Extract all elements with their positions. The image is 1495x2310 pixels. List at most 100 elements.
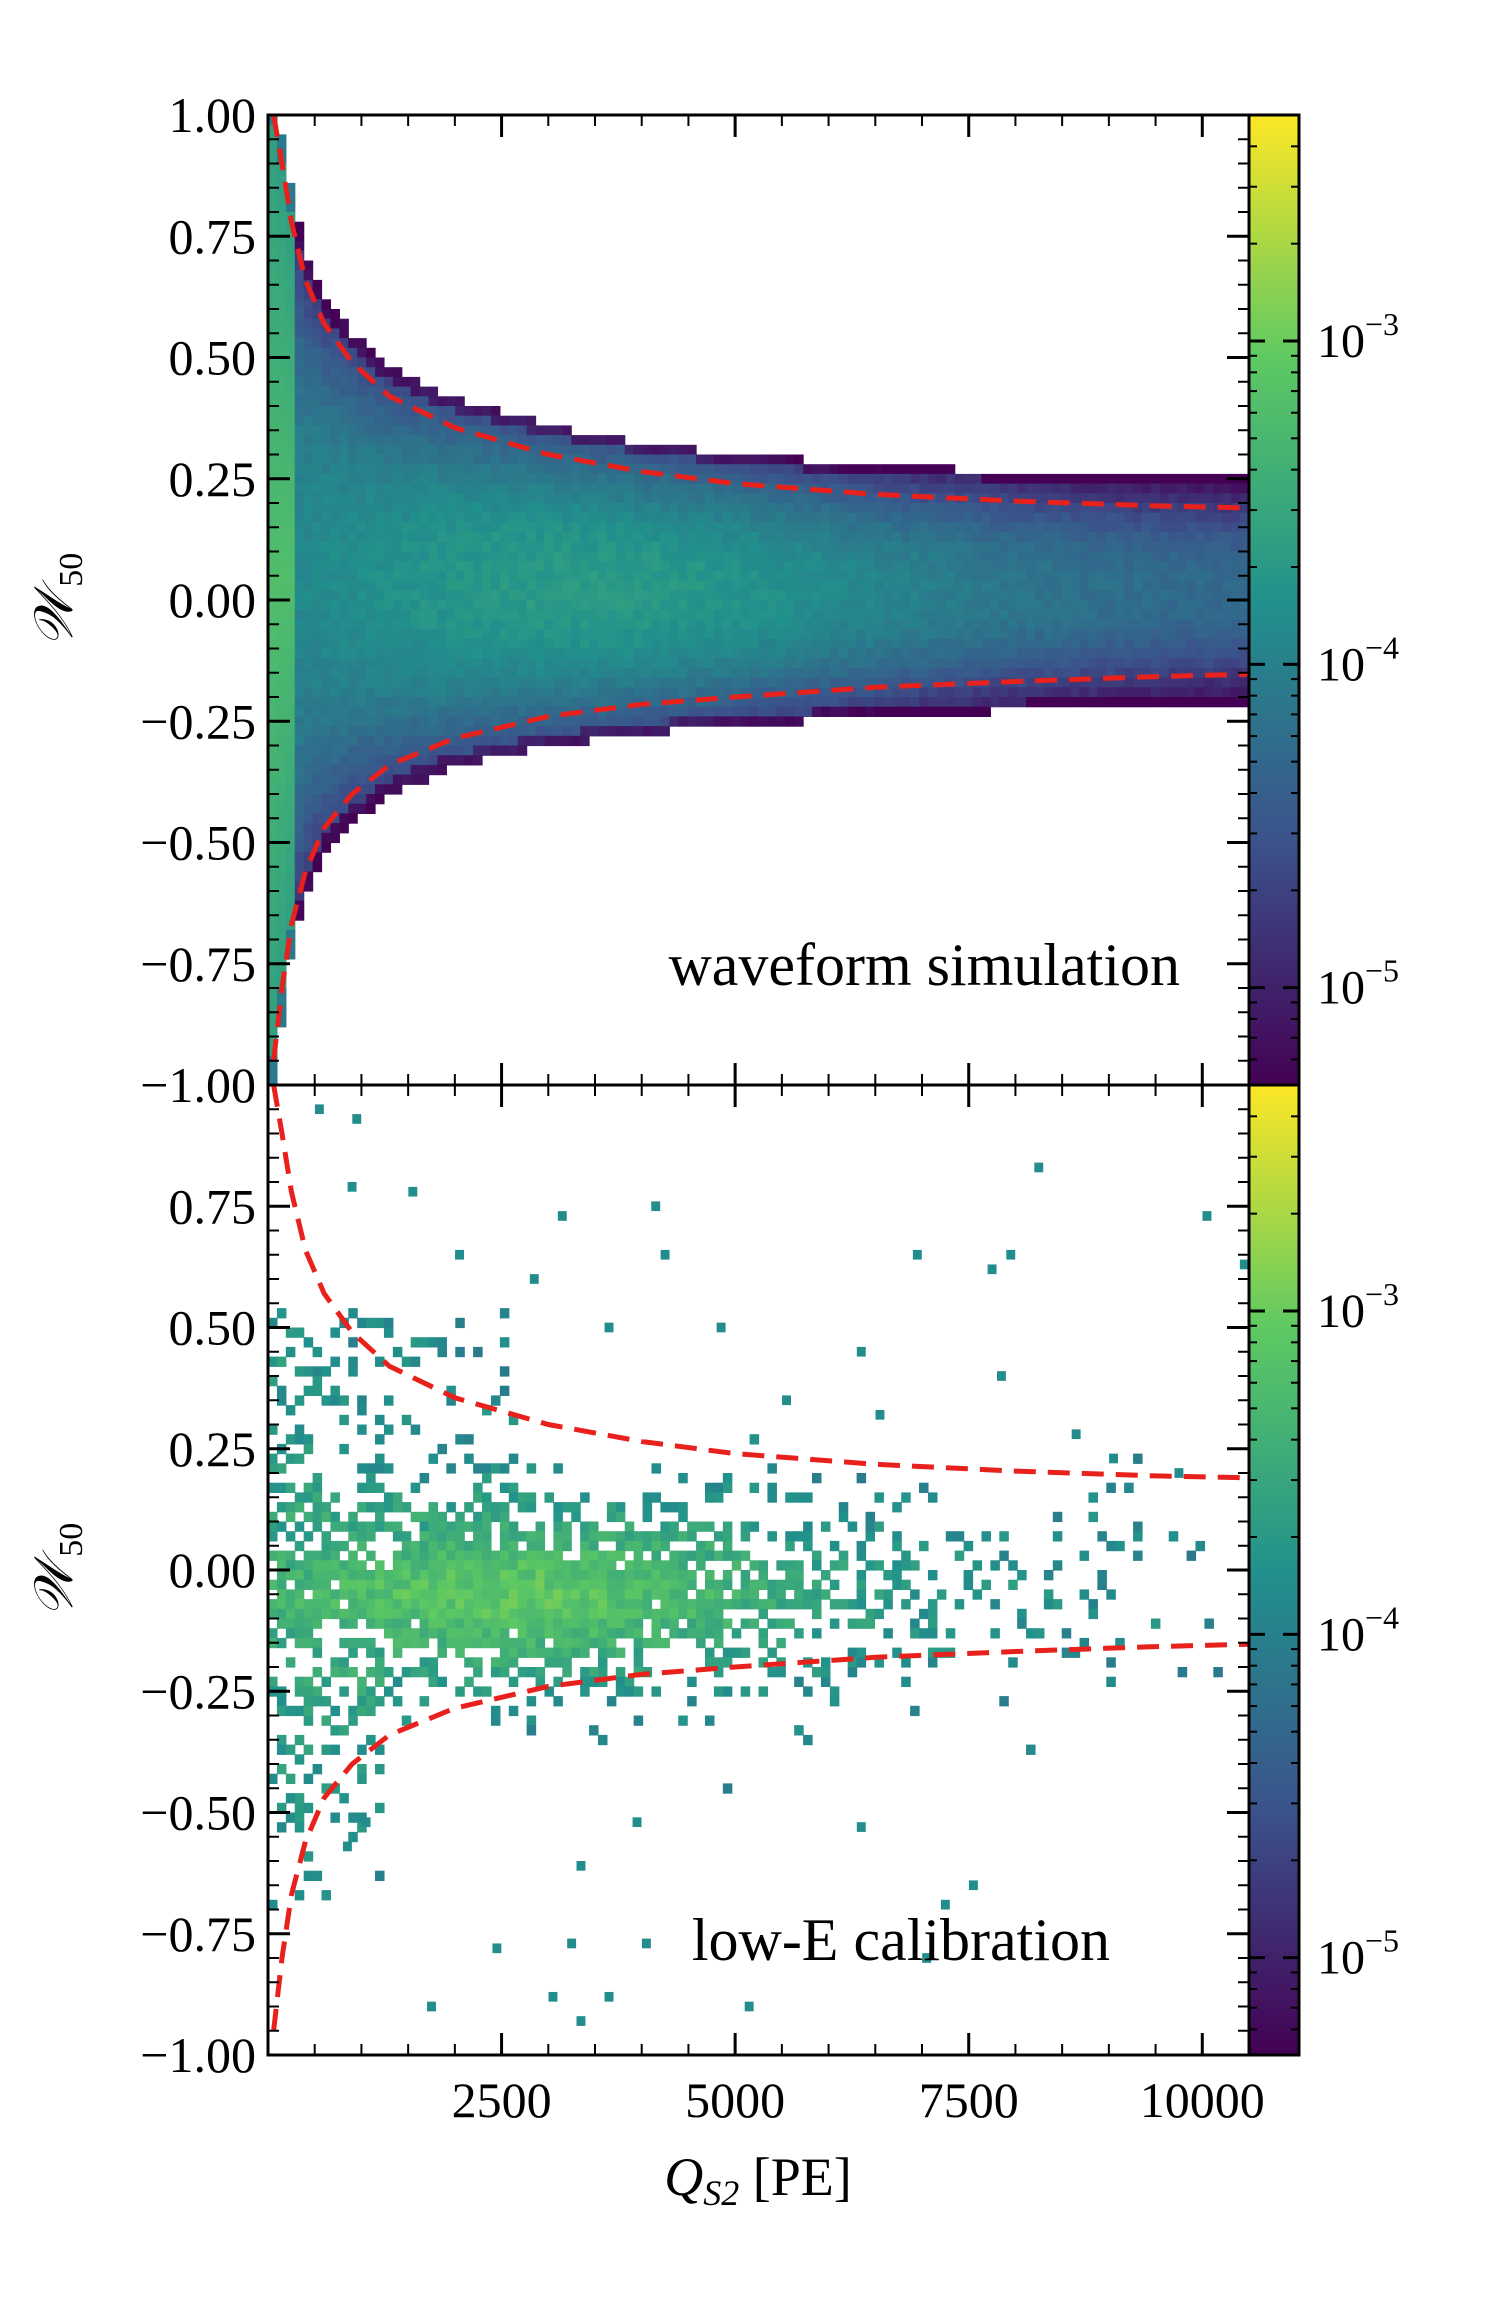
bottom-heat-cell xyxy=(401,1618,412,1629)
top-heat-cell xyxy=(901,697,911,708)
top-heat-cell xyxy=(936,697,947,708)
bottom-heat-cell xyxy=(268,1356,278,1367)
top-heat-cell xyxy=(847,629,858,640)
top-heat-cell xyxy=(1195,658,1206,669)
top-heat-cell xyxy=(910,658,920,669)
top-heat-cell xyxy=(446,541,456,553)
bottom-heat-cell xyxy=(749,1482,760,1493)
top-heat-cell xyxy=(348,532,358,543)
bottom-heat-cell xyxy=(392,1696,403,1707)
top-heat-cell xyxy=(366,396,376,407)
bottom-heat-cell xyxy=(927,1599,938,1610)
top-heat-cell xyxy=(517,570,528,582)
top-heat-cell xyxy=(499,493,510,504)
bottom-heat-cell xyxy=(678,1599,688,1610)
bottom-heat-cell xyxy=(624,1608,635,1620)
top-heat-cell xyxy=(268,241,278,252)
bottom-heat-cell xyxy=(713,1599,724,1610)
top-heat-cell xyxy=(410,580,421,591)
top-heat-cell xyxy=(348,425,358,436)
top-heat-cell xyxy=(1240,541,1249,553)
bottom-heat-cell xyxy=(954,1531,965,1542)
top-heat-cell xyxy=(722,716,733,727)
top-heat-cell xyxy=(553,532,563,543)
top-heat-cell xyxy=(722,648,733,659)
top-heat-cell xyxy=(544,706,554,717)
top-heat-cell xyxy=(366,347,376,359)
bottom-heat-cell xyxy=(428,1453,439,1464)
bottom-heat-cell xyxy=(330,1540,340,1552)
bottom-heat-cell xyxy=(473,1482,483,1493)
top-heat-cell xyxy=(321,435,332,446)
top-heat-cell xyxy=(490,541,501,553)
top-heat-cell xyxy=(1052,532,1063,543)
top-heat-cell xyxy=(1124,483,1134,494)
top-heat-cell xyxy=(1213,697,1223,708)
top-heat-cell xyxy=(419,580,430,591)
top-heat-cell xyxy=(927,580,938,591)
top-heat-cell xyxy=(794,532,804,543)
top-heat-cell xyxy=(303,270,314,281)
top-heat-cell xyxy=(1008,532,1018,543)
top-heat-cell xyxy=(455,551,465,562)
bottom-heat-cell xyxy=(785,1599,795,1610)
top-heat-cell xyxy=(446,532,456,543)
top-heat-cell xyxy=(392,386,403,397)
bottom-heat-cell xyxy=(375,1560,385,1571)
top-heat-cell xyxy=(499,551,510,562)
top-heat-cell xyxy=(312,386,323,397)
top-heat-cell xyxy=(571,570,581,582)
top-heat-cell xyxy=(1017,473,1027,485)
top-heat-cell xyxy=(731,551,742,562)
top-heat-cell xyxy=(1043,522,1054,533)
top-heat-cell xyxy=(785,706,795,717)
bottom-heat-cell xyxy=(339,1395,349,1406)
top-heat-cell xyxy=(999,697,1009,708)
bottom-heat-cell xyxy=(633,1628,644,1639)
top-heat-cell xyxy=(1026,532,1036,543)
bottom-heat-cell xyxy=(544,1560,554,1571)
bottom-heat-cell xyxy=(419,1637,430,1649)
top-heat-cell xyxy=(758,697,769,708)
top-heat-cell xyxy=(285,279,296,291)
bottom-heat-cell xyxy=(312,1696,323,1707)
bottom-heat-cell xyxy=(464,1453,474,1464)
bottom-heat-cell xyxy=(437,1521,447,1532)
top-heat-cell xyxy=(624,561,635,572)
top-heat-cell xyxy=(651,444,661,456)
top-heat-cell xyxy=(330,406,340,417)
top-heat-cell xyxy=(517,590,528,601)
top-heat-cell xyxy=(1186,532,1197,543)
bottom-heat-cell xyxy=(713,1550,724,1561)
top-heat-cell xyxy=(1150,590,1161,601)
top-heat-cell xyxy=(383,745,394,756)
top-heat-cell xyxy=(696,687,706,698)
top-panel: −1.00−0.75−0.50−0.250.000.250.500.751.00… xyxy=(24,87,1251,1113)
bottom-heat-cell xyxy=(615,1599,626,1610)
bottom-heat-cell xyxy=(383,1667,394,1678)
top-heat-cell xyxy=(749,687,760,698)
top-heat-cell xyxy=(865,648,876,659)
top-heat-cell xyxy=(544,425,554,436)
bottom-heat-cell xyxy=(285,1608,296,1620)
top-heat-cell xyxy=(553,687,563,698)
top-heat-cell xyxy=(490,503,501,514)
bottom-heat-cell xyxy=(597,1560,608,1571)
top-heat-cell xyxy=(954,532,965,543)
top-heat-cell xyxy=(589,541,599,553)
bottom-heat-cell xyxy=(829,1540,840,1552)
top-heat-cell xyxy=(847,570,858,582)
top-heat-cell xyxy=(838,638,849,650)
top-heat-cell xyxy=(294,716,305,727)
top-heat-cell xyxy=(268,270,278,281)
top-heat-cell xyxy=(1079,609,1090,620)
bottom-heat-cell xyxy=(312,1870,323,1881)
top-heat-cell xyxy=(517,619,528,630)
bottom-heat-cell xyxy=(901,1492,911,1503)
top-heat-cell xyxy=(276,609,287,620)
bottom-heat-cell xyxy=(669,1628,679,1639)
top-heat-cell xyxy=(865,697,876,708)
top-heat-cell xyxy=(375,755,385,766)
bottom-heat-cell xyxy=(910,1618,920,1629)
top-heat-cell xyxy=(1034,522,1045,533)
